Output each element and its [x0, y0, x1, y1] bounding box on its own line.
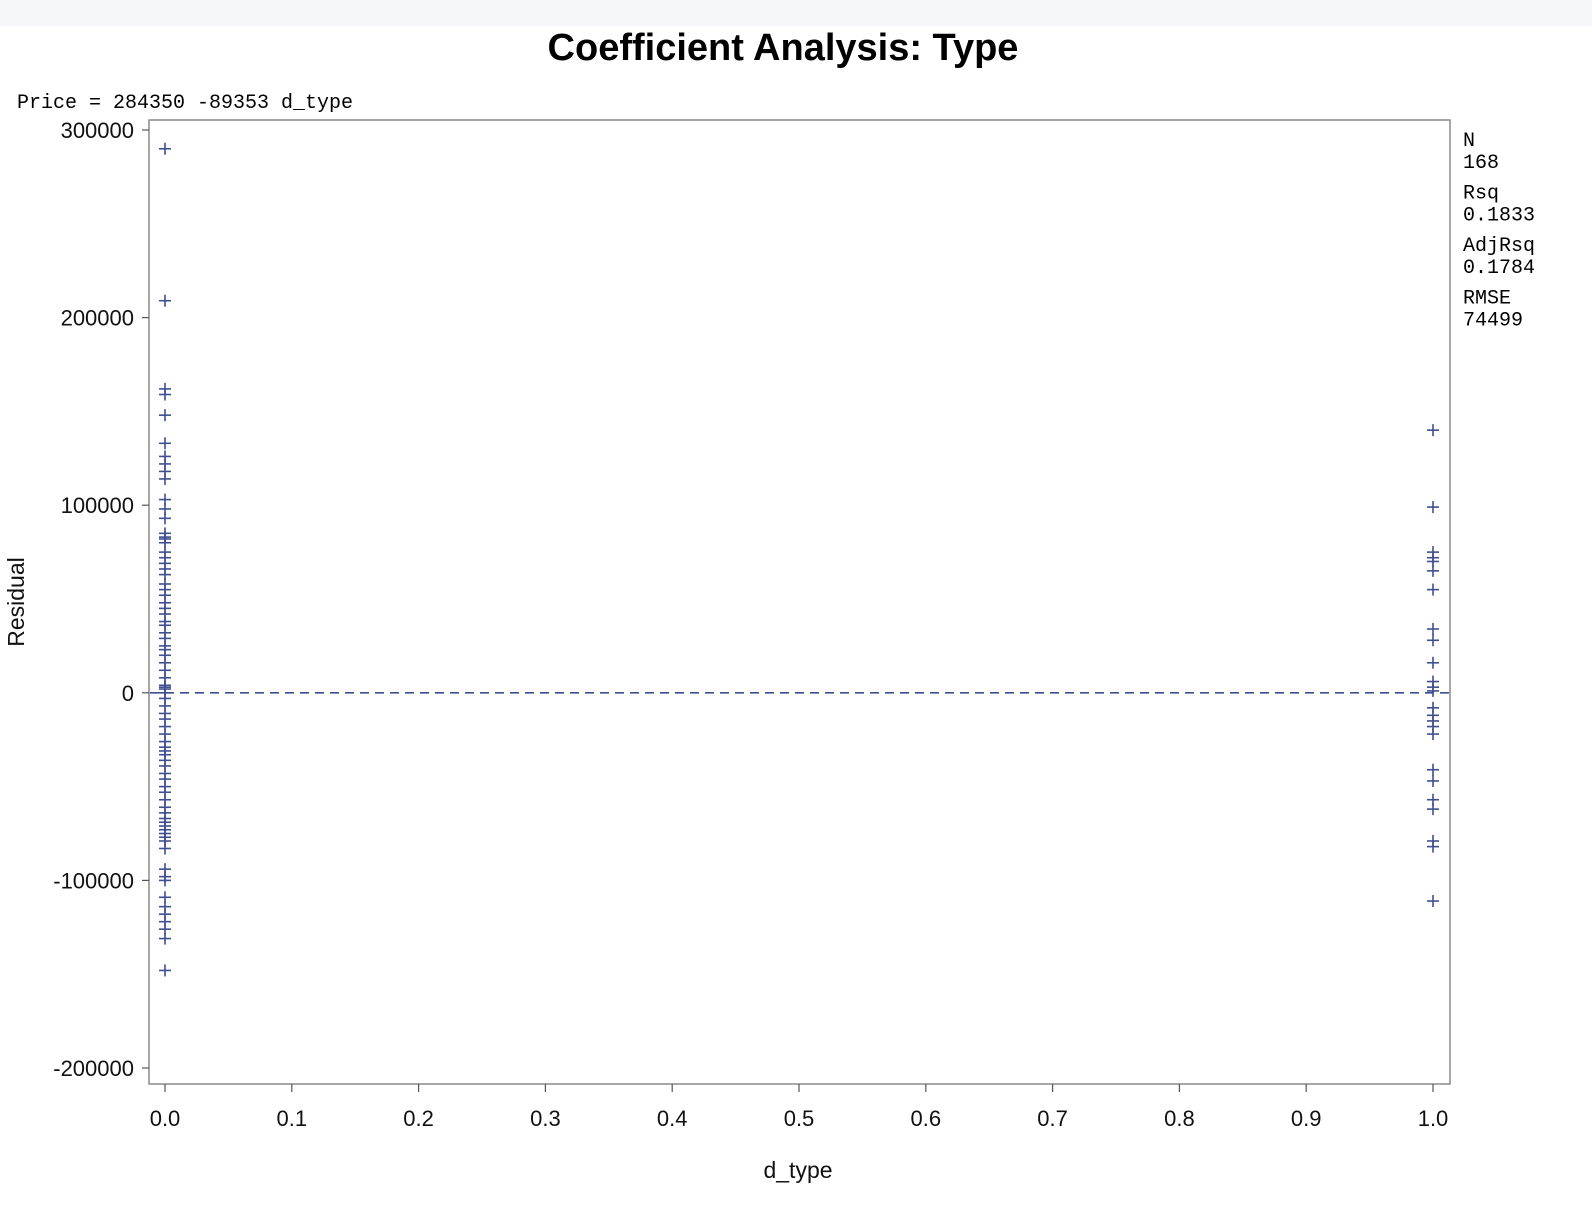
data-point-plus-marker: [159, 294, 171, 307]
x-tick-label: 0.1: [277, 1106, 308, 1131]
regression-equation: Price = 284350 -89353 d_type: [17, 92, 353, 115]
data-point-plus-marker: [1427, 895, 1439, 908]
data-point-plus-marker: [1427, 728, 1439, 741]
data-point-plus-marker: [1427, 774, 1439, 787]
y-tick-label: -100000: [53, 868, 134, 893]
stat-value: 0.1833: [1463, 205, 1535, 228]
data-point-plus-marker: [159, 388, 171, 401]
stat-value: 74499: [1463, 310, 1523, 333]
y-tick-label: 200000: [61, 306, 134, 331]
data-point-plus-marker: [1427, 564, 1439, 577]
data-point-plus-marker: [159, 409, 171, 422]
data-point-plus-marker: [159, 842, 171, 855]
stat-value: 168: [1463, 152, 1499, 175]
x-tick-label: 0.8: [1164, 1106, 1195, 1131]
y-axis-label: Residual: [3, 557, 29, 647]
data-point-plus-marker: [159, 964, 171, 977]
stat-label: AdjRsq: [1463, 235, 1535, 258]
data-point-plus-marker: [1427, 840, 1439, 853]
x-tick-label: 1.0: [1418, 1106, 1449, 1131]
stat-value: 0.1784: [1463, 257, 1535, 280]
y-tick-label: 300000: [61, 118, 134, 143]
data-point-plus-marker: [159, 512, 171, 525]
data-point-plus-marker: [1427, 763, 1439, 776]
y-tick-label: -200000: [53, 1056, 134, 1081]
data-point-plus-marker: [1427, 623, 1439, 636]
data-point-plus-marker: [159, 874, 171, 887]
top-strip: [0, 0, 1592, 26]
x-tick-label: 0.3: [530, 1106, 561, 1131]
x-axis-label: d_type: [763, 1157, 832, 1183]
stat-label: RMSE: [1463, 288, 1511, 311]
x-tick-label: 0.2: [403, 1106, 434, 1131]
chart-title: Coefficient Analysis: Type: [548, 27, 1019, 69]
x-tick-label: 0.6: [911, 1106, 942, 1131]
data-point-plus-marker: [1427, 424, 1439, 437]
data-point-plus-marker: [159, 437, 171, 450]
stat-label: N: [1463, 130, 1475, 153]
data-point-plus-marker: [1427, 501, 1439, 514]
y-tick-label: 0: [122, 681, 134, 706]
data-point-plus-marker: [159, 932, 171, 945]
data-point-plus-marker: [1427, 656, 1439, 669]
data-point-plus-marker: [1427, 583, 1439, 596]
x-tick-label: 0.4: [657, 1106, 688, 1131]
data-point-plus-marker: [159, 142, 171, 155]
data-point-plus-marker: [1427, 684, 1439, 697]
data-point-plus-marker: [159, 472, 171, 485]
plot-frame: [148, 119, 1451, 1085]
data-point-plus-marker: [1427, 634, 1439, 647]
x-tick-label: 0.9: [1291, 1106, 1322, 1131]
x-tick-label: 0.0: [150, 1106, 181, 1131]
x-tick-label: 0.7: [1037, 1106, 1068, 1131]
x-tick-label: 0.5: [784, 1106, 815, 1131]
y-tick-label: 100000: [61, 493, 134, 518]
data-point-plus-marker: [1427, 803, 1439, 816]
stat-label: Rsq: [1463, 183, 1499, 206]
